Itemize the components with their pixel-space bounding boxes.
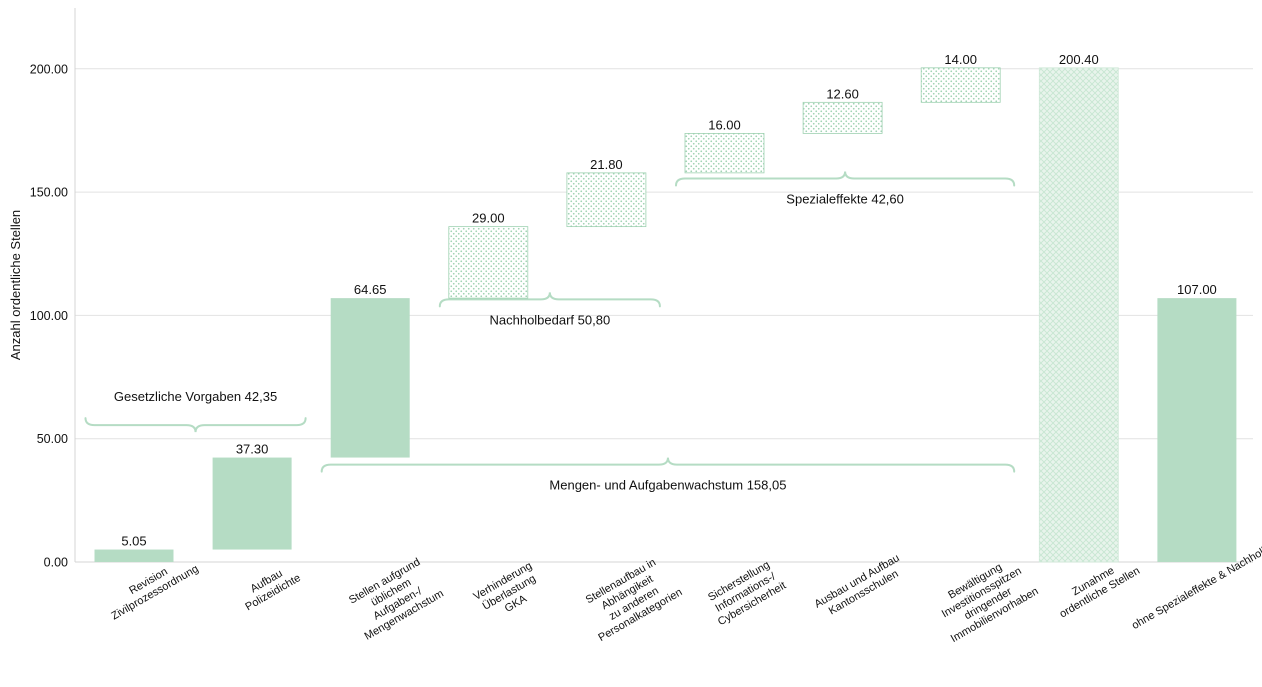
x-tick-label: BewältigungInvestitionsspitzendringender… [929,551,1041,645]
y-tick-label: 150.00 [30,186,68,200]
x-tick-label: Stellenaufbau inAbhängikeitzu anderenPer… [577,553,685,645]
annotation-brace [320,457,1016,473]
x-tick-label-text: Stellen aufgrundüblichemAufgaben-/Mengen… [343,554,446,643]
y-tick-label: 0.00 [44,556,68,570]
bar-value-label: 37.30 [236,442,269,457]
bar-value-label: 64.65 [354,282,387,297]
group-braces: Gesetzliche Vorgaben 42,35 Nachholbedarf … [84,171,1016,493]
bar [212,457,292,550]
y-tick-label: 50.00 [37,432,68,446]
x-tick-label-text: AufbauPolizeidichte [237,561,303,614]
x-tick-label: Ausbau und AufbauKantonsschulen [813,552,909,622]
x-tick-label-text: Stellenaufbau inAbhängikeitzu anderenPer… [577,553,685,645]
x-tick-label-text: VerhinderungÜberlastungGKA [471,560,547,626]
bar-value-label: 21.80 [590,157,623,172]
annotation-brace [675,171,1016,187]
bar-value-label: 5.05 [121,534,146,549]
bar [330,298,410,458]
x-tick-label-text: Zunahmeordentliche Stellen [1051,554,1142,621]
bar [684,133,765,174]
bars [94,67,1237,563]
bar-value-label: 14.00 [944,52,977,67]
annotation-label: Spezialeffekte 42,60 [786,192,904,207]
x-tick-label: SicherstellungInformations-/Cybersicherh… [703,557,788,628]
annotation-brace [438,292,661,308]
axes: 0.00 50.00 100.00 150.00 200.00 [30,8,1253,570]
x-tick-label-text: Ausbau und AufbauKantonsschulen [813,552,909,622]
x-tick-label-text: BewältigungInvestitionsspitzendringender… [929,551,1040,645]
annotation-label: Mengen- und Aufgabenwachstum 158,05 [549,478,786,493]
bar [94,549,174,562]
bar-value-label: 29.00 [472,211,505,226]
bar [920,67,1001,103]
bar-value-label: 107.00 [1177,282,1217,297]
x-tick-label: Stellen aufgrundüblichemAufgaben-/Mengen… [343,554,446,643]
annotation-brace [84,417,307,433]
x-tick-label: VerhinderungÜberlastungGKA [471,560,547,626]
x-tick-label-text: SicherstellungInformations-/Cybersicherh… [703,557,788,628]
data-labels: 5.05 37.30 64.65 29.00 21.80 16.00 12.60 14.00 2… [121,52,1216,549]
bar-value-label: 16.00 [708,117,741,132]
x-tick-label: AufbauPolizeidichte [237,561,303,614]
annotation-label: Gesetzliche Vorgaben 42,35 [114,389,277,404]
bar [448,226,529,299]
x-tick-label: Zunahmeordentliche Stellen [1051,554,1142,621]
bar [802,101,883,134]
annotation-label: Nachholbedarf 50,80 [489,312,610,327]
y-tick-label: 100.00 [30,309,68,323]
y-tick-label: 200.00 [30,62,68,76]
bar [566,172,647,228]
bar [1157,298,1237,562]
y-axis-label: Anzahl ordentliche Stellen [8,210,23,360]
bar-value-label: 200.40 [1059,52,1099,67]
bar-value-label: 12.60 [826,86,859,101]
bar [1038,67,1119,563]
